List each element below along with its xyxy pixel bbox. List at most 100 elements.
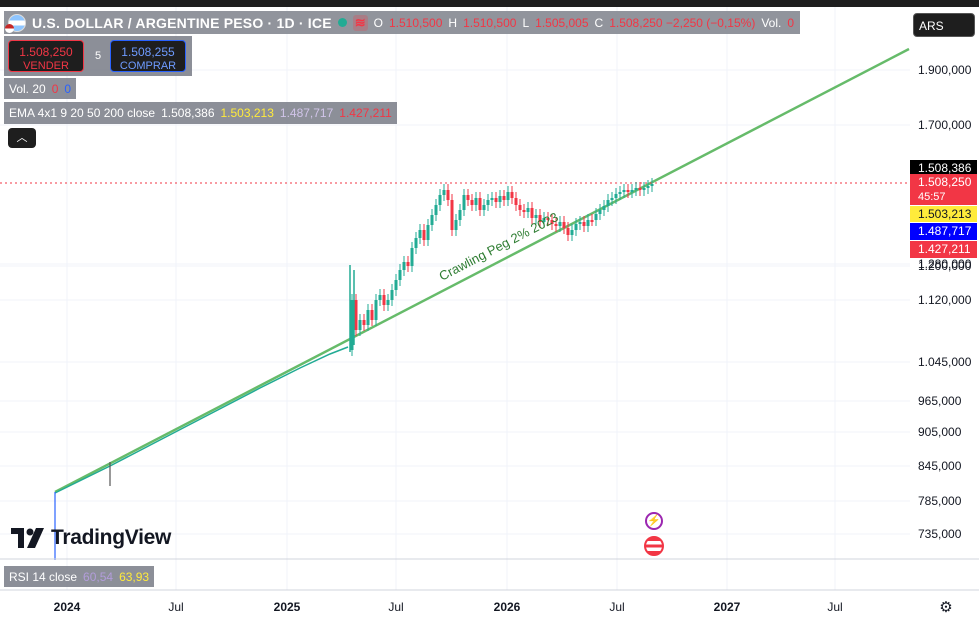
window-top-bar bbox=[0, 0, 979, 7]
candle-body bbox=[522, 210, 526, 212]
candle-body bbox=[350, 300, 354, 350]
candle-body bbox=[466, 195, 470, 200]
ohlc-low-key: L bbox=[522, 15, 530, 30]
ohlc-open-key: O bbox=[373, 15, 383, 30]
ohlc-low: 1.505,005 bbox=[535, 15, 589, 30]
candle-body bbox=[482, 205, 486, 210]
ohlc-close-key: C bbox=[594, 15, 604, 30]
candle-body bbox=[582, 222, 586, 226]
price-label-text: 1.427,211 bbox=[918, 242, 971, 256]
chart-grid bbox=[0, 7, 910, 590]
sell-button[interactable]: 1.508,250 VENDER bbox=[8, 40, 84, 72]
candle-body bbox=[498, 196, 502, 202]
ohlc-high-key: H bbox=[448, 15, 458, 30]
price-chart[interactable]: Crawling Peg 2% 2023 1.900,0001.700,0001… bbox=[0, 7, 979, 622]
rsi-value-2: 63,93 bbox=[119, 569, 150, 584]
candle-body bbox=[590, 220, 594, 222]
chevron-up-icon: ︿ bbox=[16, 132, 28, 144]
lightning-icon[interactable]: ⚡ bbox=[645, 512, 663, 530]
us-flag-event-icon[interactable] bbox=[644, 536, 664, 556]
candle-body bbox=[622, 190, 626, 192]
volume-indicator-legend[interactable]: Vol. 20 0 0 bbox=[4, 78, 77, 99]
candle-body bbox=[402, 262, 406, 270]
candle-body bbox=[518, 205, 522, 210]
trade-panel: 1.508,250 VENDER 5 1.508,255 COMPRAR bbox=[4, 36, 192, 76]
price-tick-label: 1.700,000 bbox=[918, 118, 972, 132]
candle-body bbox=[566, 228, 570, 235]
price-axis-bg bbox=[910, 7, 979, 559]
price-tick-label: 735,000 bbox=[918, 527, 962, 541]
price-label-text: 1.508,250 bbox=[918, 175, 972, 189]
currency-button[interactable]: ARS bbox=[913, 13, 975, 37]
price-tick-label: 1.045,000 bbox=[918, 355, 972, 369]
candle-body bbox=[574, 224, 578, 230]
rsi-indicator-label: RSI 14 close bbox=[9, 569, 78, 584]
price-label-badge bbox=[910, 160, 977, 174]
sell-price: 1.508,250 bbox=[19, 45, 73, 59]
ema-indicator-legend[interactable]: EMA 4x1 9 20 50 200 close 1.508,386 1.50… bbox=[4, 102, 397, 124]
candle-body bbox=[626, 190, 630, 192]
time-tick-label: Jul bbox=[388, 600, 403, 614]
candle-body bbox=[642, 188, 646, 190]
candle-body bbox=[486, 200, 490, 205]
delayed-data-icon[interactable]: ≋ bbox=[352, 14, 368, 31]
candle-body bbox=[506, 192, 510, 200]
ohlc-open: 1.510,500 bbox=[389, 15, 443, 30]
candle-body bbox=[570, 230, 574, 235]
ohlc-high: 1.510,500 bbox=[463, 15, 517, 30]
price-tick-label: 785,000 bbox=[918, 494, 962, 508]
symbol-legend[interactable]: U.S. DOLLAR / ARGENTINE PESO · 1D · ICE … bbox=[4, 11, 801, 34]
volume-indicator-value-1: 0 bbox=[51, 81, 59, 96]
candle-body bbox=[614, 194, 618, 198]
candle-body bbox=[366, 310, 370, 325]
price-tick-label: 905,000 bbox=[918, 425, 962, 439]
candle-body bbox=[526, 208, 530, 212]
price-label-badge bbox=[910, 206, 977, 222]
candle-body bbox=[546, 218, 550, 220]
candle-body bbox=[510, 192, 514, 198]
candle-body bbox=[542, 218, 546, 222]
candle-body bbox=[602, 206, 606, 210]
buy-button[interactable]: 1.508,255 COMPRAR bbox=[110, 40, 186, 72]
candle-body bbox=[426, 225, 430, 240]
ema-value-3: 1.487,717 bbox=[279, 106, 334, 120]
buy-label: COMPRAR bbox=[119, 60, 177, 72]
rsi-indicator-legend[interactable]: RSI 14 close 60,54 63,93 bbox=[4, 566, 155, 587]
candle-body bbox=[414, 238, 418, 248]
ohlc-close: 1.508,250 −2,250 (−0,15%) bbox=[609, 15, 756, 30]
price-tick-label: 965,000 bbox=[918, 394, 962, 408]
candle-body bbox=[390, 290, 394, 300]
ema-value-1: 1.508,386 bbox=[161, 106, 215, 120]
candle-body bbox=[410, 248, 414, 266]
candle-body bbox=[422, 230, 426, 240]
candle-body bbox=[594, 214, 598, 220]
candle-body bbox=[474, 198, 478, 205]
gear-icon[interactable]: ⚙ bbox=[939, 599, 953, 616]
symbol-title[interactable]: U.S. DOLLAR / ARGENTINE PESO · 1D · ICE bbox=[32, 14, 332, 31]
sell-label: VENDER bbox=[23, 60, 69, 72]
candle-body bbox=[458, 210, 462, 220]
candle-body bbox=[502, 196, 506, 200]
candle-body bbox=[530, 208, 534, 218]
crawling-peg-trendline[interactable] bbox=[54, 47, 910, 494]
tradingview-logo-icon bbox=[11, 528, 44, 548]
time-tick-label: 2025 bbox=[274, 600, 301, 614]
ema-value-2: 1.503,213 bbox=[220, 106, 274, 120]
collapse-legend-button[interactable]: ︿ bbox=[8, 128, 36, 148]
price-label-badge bbox=[910, 241, 977, 258]
price-label-badge bbox=[910, 174, 977, 205]
candle-body bbox=[638, 188, 642, 190]
market-status-icon[interactable] bbox=[337, 18, 347, 27]
tradingview-logo[interactable]: TradingView bbox=[11, 526, 171, 550]
ema-indicator-label: EMA 4x1 9 20 50 200 close bbox=[9, 106, 156, 120]
time-axis[interactable]: 2024 Jul 2025 Jul 2026 Jul 2027 Jul bbox=[54, 600, 843, 614]
candle-body bbox=[606, 200, 610, 206]
candle-body bbox=[586, 220, 590, 226]
price-series-crawl bbox=[54, 346, 349, 494]
price-tick-label: 1.200,000 bbox=[918, 259, 972, 273]
price-label-text: 1.503,213 bbox=[918, 207, 972, 221]
candle-body bbox=[434, 205, 438, 215]
time-tick-label: Jul bbox=[827, 600, 842, 614]
